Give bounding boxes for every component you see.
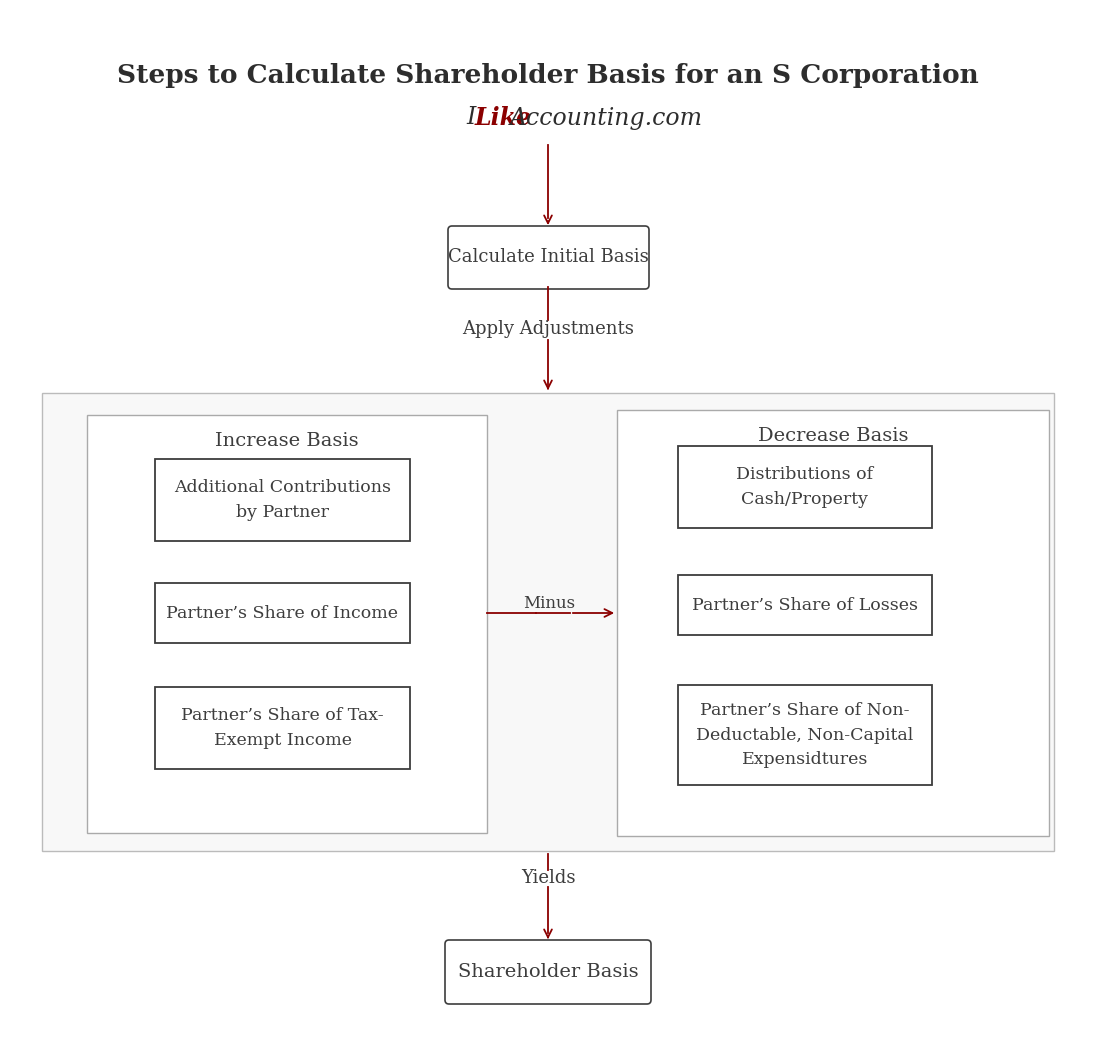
Bar xyxy=(155,583,410,643)
Text: Minus: Minus xyxy=(523,595,575,612)
Text: Distributions of
Cash/Property: Distributions of Cash/Property xyxy=(737,466,874,508)
Bar xyxy=(155,459,410,541)
Bar xyxy=(87,415,487,833)
Text: Partner’s Share of Tax-
Exempt Income: Partner’s Share of Tax- Exempt Income xyxy=(181,708,384,749)
Text: Partner’s Share of Income: Partner’s Share of Income xyxy=(167,604,399,621)
Bar xyxy=(678,686,932,784)
Text: Apply Adjustments: Apply Adjustments xyxy=(463,320,633,338)
Bar xyxy=(155,687,410,769)
Text: Accounting.com: Accounting.com xyxy=(510,106,703,130)
Bar xyxy=(678,446,932,528)
Text: Steps to Calculate Shareholder Basis for an S Corporation: Steps to Calculate Shareholder Basis for… xyxy=(117,62,979,87)
Text: Partner’s Share of Losses: Partner’s Share of Losses xyxy=(692,596,918,614)
Text: Calculate Initial Basis: Calculate Initial Basis xyxy=(447,249,649,266)
FancyBboxPatch shape xyxy=(445,940,651,1004)
Text: Additional Contributions
by Partner: Additional Contributions by Partner xyxy=(174,479,391,521)
Text: Partner’s Share of Non-
Deductable, Non-Capital
Expensidtures: Partner’s Share of Non- Deductable, Non-… xyxy=(696,701,914,769)
Text: Decrease Basis: Decrease Basis xyxy=(757,428,909,445)
Bar xyxy=(678,575,932,635)
Bar xyxy=(617,410,1049,836)
Text: Yields: Yields xyxy=(521,869,575,887)
Text: Increase Basis: Increase Basis xyxy=(215,432,358,450)
Text: Like: Like xyxy=(475,106,532,130)
Text: Shareholder Basis: Shareholder Basis xyxy=(458,963,638,981)
FancyBboxPatch shape xyxy=(448,226,649,289)
Bar xyxy=(42,393,1054,851)
Text: I: I xyxy=(466,106,476,130)
